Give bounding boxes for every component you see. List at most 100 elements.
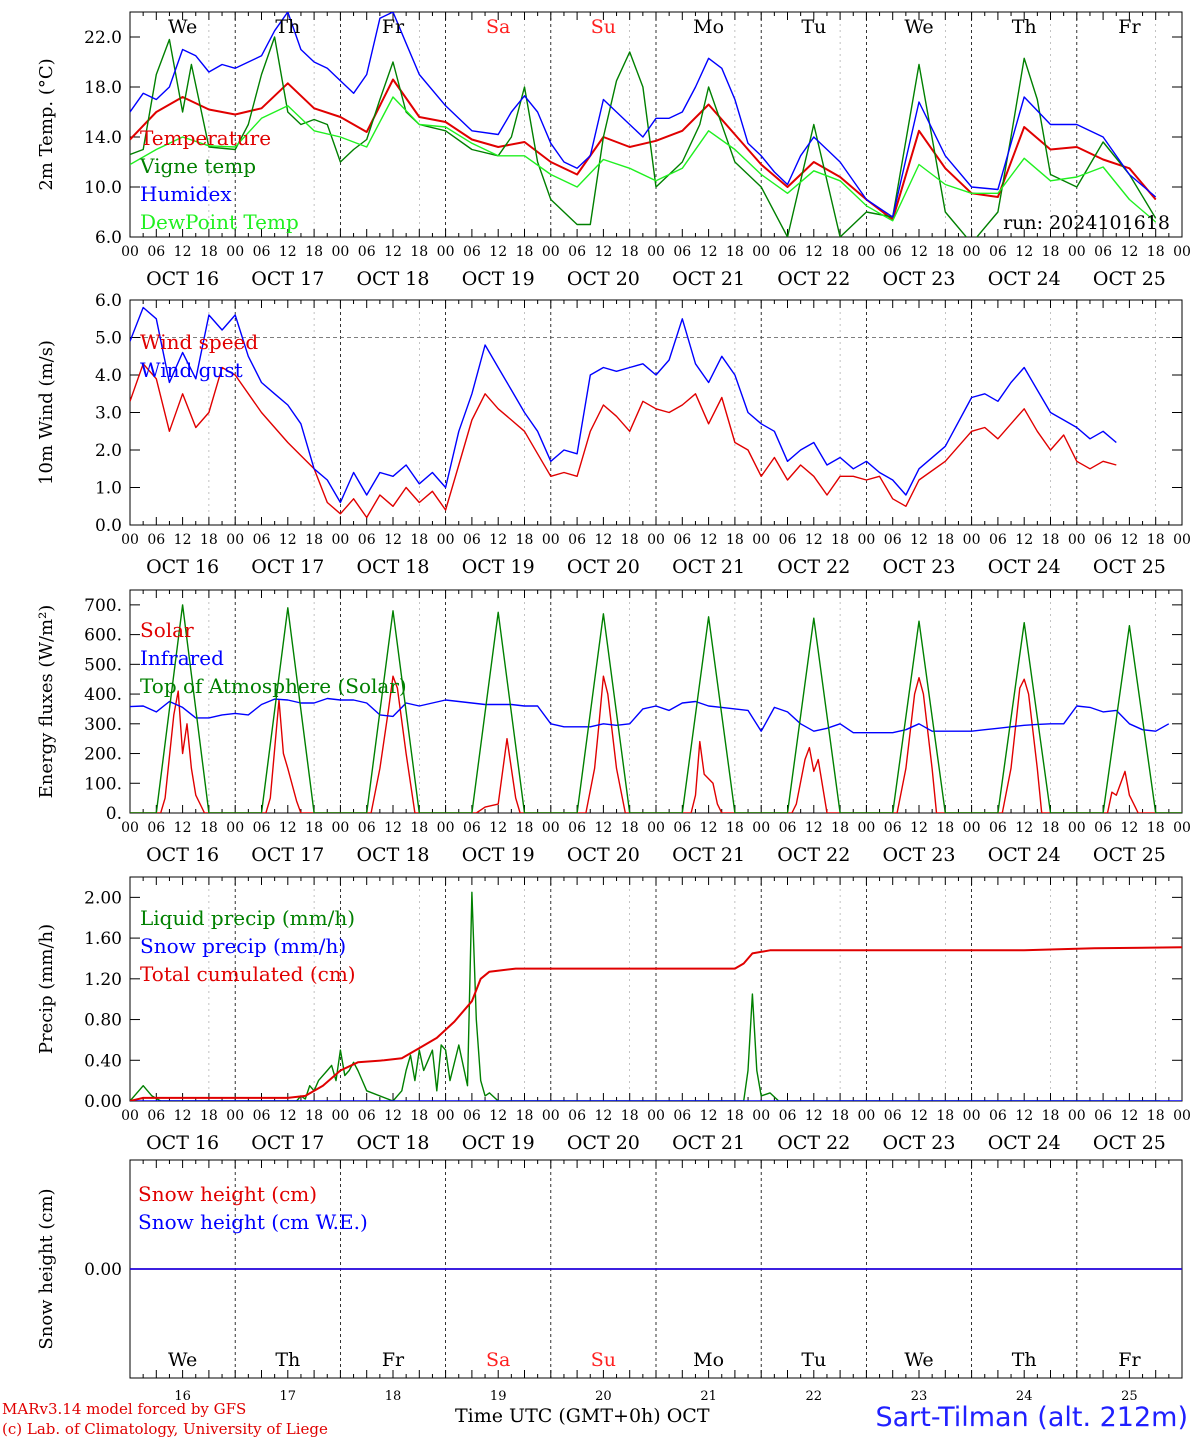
hour-tick-label: 00 [857,820,875,836]
hour-tick-label: 00 [437,244,455,260]
date-label: OCT 20 [567,1132,640,1154]
date-label: OCT 24 [988,556,1061,578]
hour-tick-label: 12 [174,1108,192,1124]
hour-tick-label: 18 [621,1108,639,1124]
legend-entry: Snow height (cm) [138,1182,317,1206]
panel-frame [129,11,1183,238]
hour-tick-label: 06 [253,244,271,260]
hour-tick-label: 06 [989,820,1007,836]
hour-tick-label: 06 [463,820,481,836]
hour-tick-label: 00 [542,1108,560,1124]
hour-tick-label: 06 [358,1108,376,1124]
day-number-label: 19 [490,1389,507,1404]
hour-tick-label: 18 [936,820,954,836]
weekday-label-bottom: We [168,1349,197,1371]
hour-tick-label: 06 [568,532,586,548]
run-annotation: run: 2024101618 [1003,212,1170,234]
legend-entry: Vigne temp [139,154,256,178]
y-tick-label: 400. [84,685,122,705]
hour-tick-label: 18 [410,1108,428,1124]
day-number-label: 16 [174,1389,191,1404]
hour-tick-label: 18 [726,820,744,836]
hour-tick-label: 18 [1042,532,1060,548]
y-tick-label: 0.0 [95,516,122,536]
day-number-label: 18 [385,1389,402,1404]
weekday-label: Fr [382,16,405,38]
weekday-label-bottom: Mo [693,1349,724,1371]
hour-tick-label: 00 [437,820,455,836]
y-tick-label: 6.0 [95,228,122,248]
hour-tick-label: 12 [384,820,402,836]
hour-tick-label: 12 [805,244,823,260]
hour-tick-label: 06 [358,244,376,260]
hour-tick-label: 00 [752,820,770,836]
hour-tick-label: 18 [936,244,954,260]
hour-tick-label: 00 [1068,244,1086,260]
hour-tick-label: 12 [910,244,928,260]
hour-tick-label: 12 [594,244,612,260]
hour-tick-label: 12 [384,1108,402,1124]
hour-tick-label: 18 [305,820,323,836]
hour-tick-label: 18 [516,1108,534,1124]
y-tick-label: 4.0 [95,366,122,386]
hour-tick-label: 18 [621,532,639,548]
date-label: OCT 19 [462,556,535,578]
weekday-label-bottom: Tu [801,1349,826,1371]
series-line-2 [130,306,1117,504]
hour-tick-label: 00 [647,1108,665,1124]
hour-tick-label: 06 [568,1108,586,1124]
hour-tick-label: 12 [489,532,507,548]
hour-tick-label: 18 [936,532,954,548]
date-label: OCT 25 [1093,556,1166,578]
hour-tick-label: 06 [147,820,165,836]
hour-tick-label: 00 [1068,1108,1086,1124]
legend-entry: Humidex [140,182,232,206]
legend-entry: Snow precip (mm/h) [140,934,346,958]
panel-frame [129,299,1183,526]
site-name: Sart-Tilman (alt. 212m) [875,1402,1188,1433]
hour-tick-label: 00 [1173,820,1191,836]
legend-entry: Solar [140,618,194,642]
date-label: OCT 17 [251,268,324,290]
hour-tick-label: 12 [805,1108,823,1124]
series-line-3 [130,604,1182,813]
hour-tick-label: 18 [726,244,744,260]
hour-tick-label: 06 [253,532,271,548]
hour-tick-label: 12 [384,532,402,548]
hour-tick-label: 12 [489,820,507,836]
weekday-label: We [168,16,197,38]
hour-tick-label: 12 [384,244,402,260]
hour-tick-label: 00 [331,244,349,260]
hour-tick-label: 00 [121,1108,139,1124]
weekday-label-bottom: Th [1012,1349,1037,1371]
series-line-4 [130,96,1157,223]
hour-tick-label: 00 [331,532,349,548]
hour-tick-label: 12 [700,244,718,260]
hour-tick-label: 12 [805,532,823,548]
legend-entry: Wind gust [140,358,243,382]
date-label: OCT 17 [251,556,324,578]
hour-tick-label: 06 [779,532,797,548]
hour-tick-label: 12 [594,532,612,548]
legend-entry: Infrared [140,646,224,670]
date-label: OCT 16 [146,844,219,866]
hour-tick-label: 18 [305,1108,323,1124]
hour-tick-label: 12 [805,820,823,836]
hour-tick-label: 06 [779,244,797,260]
series-group [130,604,1182,813]
date-label: OCT 25 [1093,1132,1166,1154]
hour-tick-label: 06 [568,244,586,260]
hour-tick-label: 18 [200,1108,218,1124]
date-label: OCT 21 [672,1132,745,1154]
y-tick-label: 3.0 [95,404,122,424]
y-tick-label: 18.0 [84,78,122,98]
hour-tick-label: 06 [673,532,691,548]
hour-tick-label: 00 [963,1108,981,1124]
weekday-label-bottom: Fr [1118,1349,1141,1371]
hour-tick-label: 00 [121,244,139,260]
date-label: OCT 20 [567,844,640,866]
hour-tick-label: 12 [594,820,612,836]
hour-tick-label: 12 [700,820,718,836]
hour-tick-label: 00 [437,532,455,548]
hour-tick-label: 18 [305,244,323,260]
